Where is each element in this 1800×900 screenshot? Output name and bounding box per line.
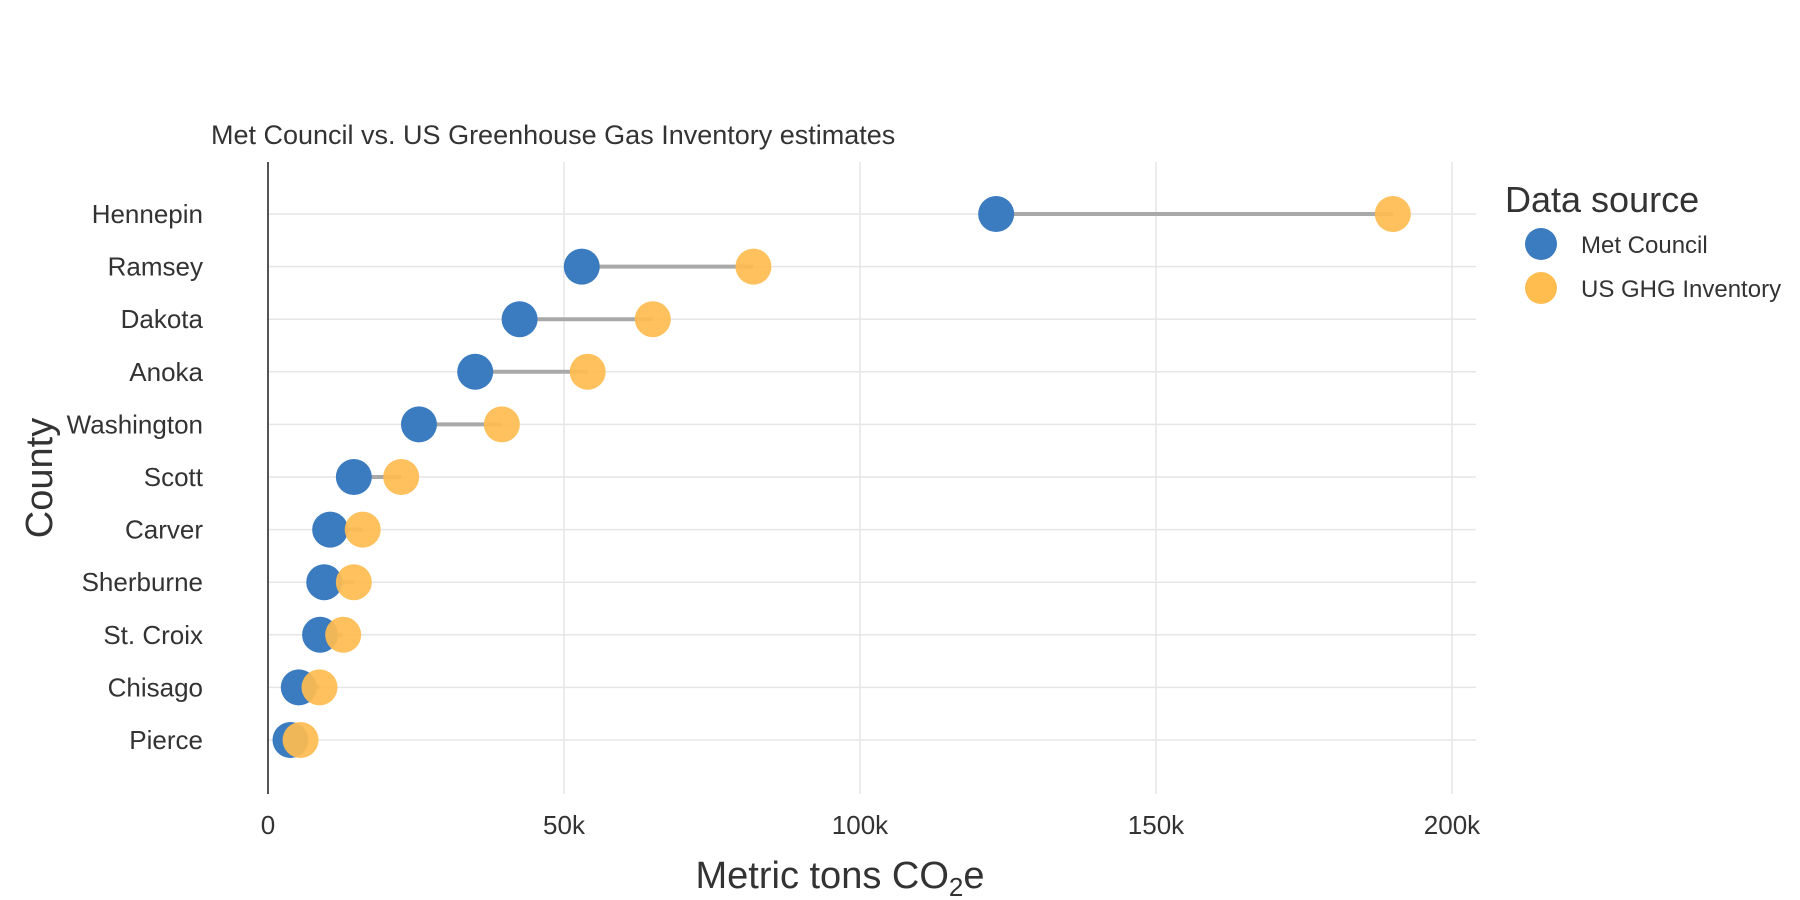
legend-title: Data source	[1505, 179, 1699, 220]
y-axis-title: County	[19, 418, 61, 538]
y-tick-label: Sherburne	[82, 567, 203, 597]
point-met-council-anoka	[457, 353, 494, 390]
point-us-ghg-inventory-dakota	[634, 301, 671, 338]
point-us-ghg-inventory-carver	[344, 511, 381, 548]
chart-title: Met Council vs. US Greenhouse Gas Invent…	[211, 120, 895, 150]
point-us-ghg-inventory-pierce	[282, 722, 319, 758]
point-met-council-scott	[335, 459, 372, 495]
point-us-ghg-inventory-ramsey	[735, 248, 772, 285]
y-tick-labels: Hennepin Ramsey Dakota Anoka Washington Scott…	[67, 199, 204, 755]
legend: Data source Met Council US GHG Inventory	[1505, 179, 1781, 304]
point-met-council-washington	[400, 406, 437, 443]
x-axis-title-main: Metric tons CO	[696, 855, 949, 897]
grid-layer	[268, 162, 1476, 794]
point-us-ghg-inventory-scott	[383, 459, 420, 495]
point-layer	[272, 196, 1411, 758]
point-met-council-ramsey	[563, 248, 600, 285]
x-tick-labels: 0 50k 100k 150k 200k	[261, 810, 1481, 840]
point-us-ghg-inventory-st-croix	[325, 616, 362, 653]
x-tick-label: 50k	[543, 810, 586, 840]
point-us-ghg-inventory-chisago	[301, 669, 338, 706]
y-tick-label: St. Croix	[103, 620, 203, 650]
x-axis-title-suffix: e	[963, 855, 984, 897]
y-tick-label: Washington	[67, 409, 203, 439]
legend-label-us-ghg-inventory: US GHG Inventory	[1581, 276, 1781, 303]
legend-items: Met Council US GHG Inventory	[1525, 228, 1781, 304]
y-tick-label: Pierce	[129, 725, 203, 755]
y-tick-label: Chisago	[108, 672, 203, 702]
y-tick-label: Ramsey	[108, 252, 203, 282]
x-axis-title: Metric tons CO2e	[696, 855, 985, 900]
x-tick-label: 0	[261, 810, 275, 840]
y-tick-label: Scott	[144, 462, 204, 492]
y-tick-label: Hennepin	[92, 199, 203, 229]
point-met-council-sherburne	[306, 564, 343, 601]
x-tick-label: 200k	[1424, 810, 1481, 840]
point-met-council-hennepin	[978, 196, 1015, 232]
point-us-ghg-inventory-hennepin	[1374, 196, 1411, 232]
legend-swatch-us-ghg-inventory	[1525, 272, 1557, 304]
y-tick-label: Anoka	[129, 357, 203, 387]
legend-swatch-met-council	[1525, 228, 1557, 260]
y-tick-label: Carver	[125, 515, 203, 545]
x-tick-label: 100k	[832, 810, 889, 840]
point-met-council-carver	[312, 511, 349, 548]
x-axis-title-subscript: 2	[949, 872, 963, 900]
point-us-ghg-inventory-anoka	[569, 353, 606, 390]
point-us-ghg-inventory-sherburne	[335, 564, 372, 601]
point-met-council-dakota	[501, 301, 538, 338]
point-us-ghg-inventory-washington	[483, 406, 520, 443]
legend-label-met-council: Met Council	[1581, 232, 1708, 259]
x-tick-label: 150k	[1128, 810, 1185, 840]
y-tick-label: Dakota	[121, 304, 204, 334]
